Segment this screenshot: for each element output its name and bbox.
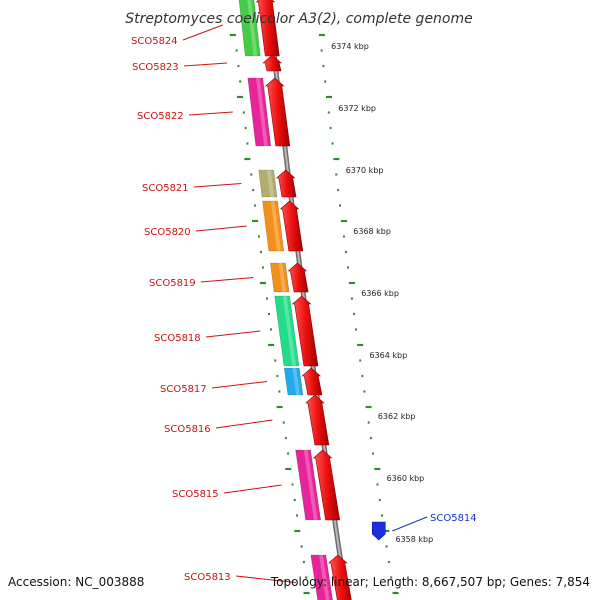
reverse-gene-sco5814 — [371, 521, 386, 541]
cog-box-sco5824 — [238, 0, 261, 57]
gene-connector — [200, 277, 254, 283]
cog-box-sco5821 — [258, 169, 278, 198]
cog-box-shine — [303, 450, 318, 520]
gene-label-sco5820: SCO5820 — [144, 227, 191, 238]
kbp-label: 6370 kbp — [346, 166, 384, 175]
kbp-label: 6360 kbp — [387, 474, 425, 483]
kbp-label: 6358 kbp — [395, 535, 433, 544]
cog-box-sco5815 — [295, 449, 322, 521]
gene-label-sco5822: SCO5822 — [137, 111, 184, 122]
gene-connector — [215, 419, 273, 429]
gene-connector — [188, 111, 233, 116]
gene-label-sco5819: SCO5819 — [149, 278, 196, 289]
gene-label-sco5823: SCO5823 — [132, 62, 179, 73]
gene-label-sco5815: SCO5815 — [172, 489, 219, 500]
gene-track — [238, 0, 386, 600]
gene-label-sco5817: SCO5817 — [160, 384, 207, 395]
gene-labels: SCO5824 SCO5823 SCO5822 SCO5821 SCO5820 SCO58… — [131, 24, 477, 583]
cog-box-shine — [256, 78, 268, 146]
kbp-label: 6368 kbp — [353, 227, 391, 236]
gene-label-sco5814: SCO5814 — [430, 513, 477, 524]
gene-connector — [195, 225, 247, 232]
cds-arrow-sco5819 — [287, 262, 309, 293]
kbp-label: 6362 kbp — [378, 412, 416, 421]
gene-connector — [211, 381, 268, 389]
cog-box-shine — [292, 368, 300, 395]
kbp-label: 6372 kbp — [338, 104, 376, 113]
gene-connector — [193, 183, 242, 188]
cog-box-shine — [278, 263, 287, 292]
cds-arrow-sco5818 — [291, 295, 319, 367]
cog-box-shine — [319, 555, 330, 600]
cds-arrow-sco5821 — [275, 169, 297, 198]
cog-box-sco5813 — [310, 554, 333, 600]
cds-arrow-sco5817 — [301, 367, 323, 396]
gene-label-sco5818: SCO5818 — [154, 333, 201, 344]
cds-arrow-sco5816 — [305, 394, 330, 446]
cds-arrow-sco5822 — [265, 77, 291, 147]
cog-box-sco5819 — [270, 262, 290, 293]
gene-connector — [235, 575, 297, 583]
gene-label-sco5824: SCO5824 — [131, 36, 178, 47]
cog-box-shine — [266, 170, 275, 197]
cog-box-shine — [282, 296, 296, 366]
cog-box-shine — [270, 201, 281, 251]
kbp-label: 6364 kbp — [369, 351, 407, 360]
cds-arrow-sco5820 — [279, 200, 304, 252]
cog-box-sco5818 — [274, 295, 300, 367]
gene-connector — [182, 24, 223, 41]
cds-arrow-sco5813 — [328, 554, 352, 600]
gene-connector — [223, 484, 282, 494]
gene-connector — [392, 516, 428, 532]
gene-label-sco5816: SCO5816 — [164, 424, 211, 435]
kbp-label: 6366 kbp — [361, 289, 399, 298]
kbp-label: 6374 kbp — [331, 42, 369, 51]
cog-box-shine — [247, 0, 258, 56]
gene-label-sco5821: SCO5821 — [142, 183, 189, 194]
cog-box-sco5820 — [262, 200, 285, 252]
cog-box-sco5817 — [283, 367, 304, 396]
gene-connector — [205, 330, 261, 338]
map-title: Streptomyces coelicolor A3(2), complete … — [125, 11, 473, 27]
cds-arrow-sco5824 — [255, 0, 280, 57]
gene-label-sco5813: SCO5813 — [184, 572, 231, 583]
kbp-labels: 6374 kbp 6372 kbp 6370 kbp 6368 kbp 6366 kbp… — [331, 42, 433, 544]
accession-text: Accession: NC_003888 — [8, 575, 144, 589]
cog-box-sco5822 — [247, 77, 272, 147]
genome-summary-text: Topology: linear; Length: 8,667,507 bp; … — [270, 575, 590, 589]
cds-arrow-sco5823 — [262, 54, 282, 72]
gene-connector — [183, 62, 228, 67]
cds-arrow-sco5815 — [312, 449, 341, 521]
scale-ticks — [229, 33, 399, 595]
